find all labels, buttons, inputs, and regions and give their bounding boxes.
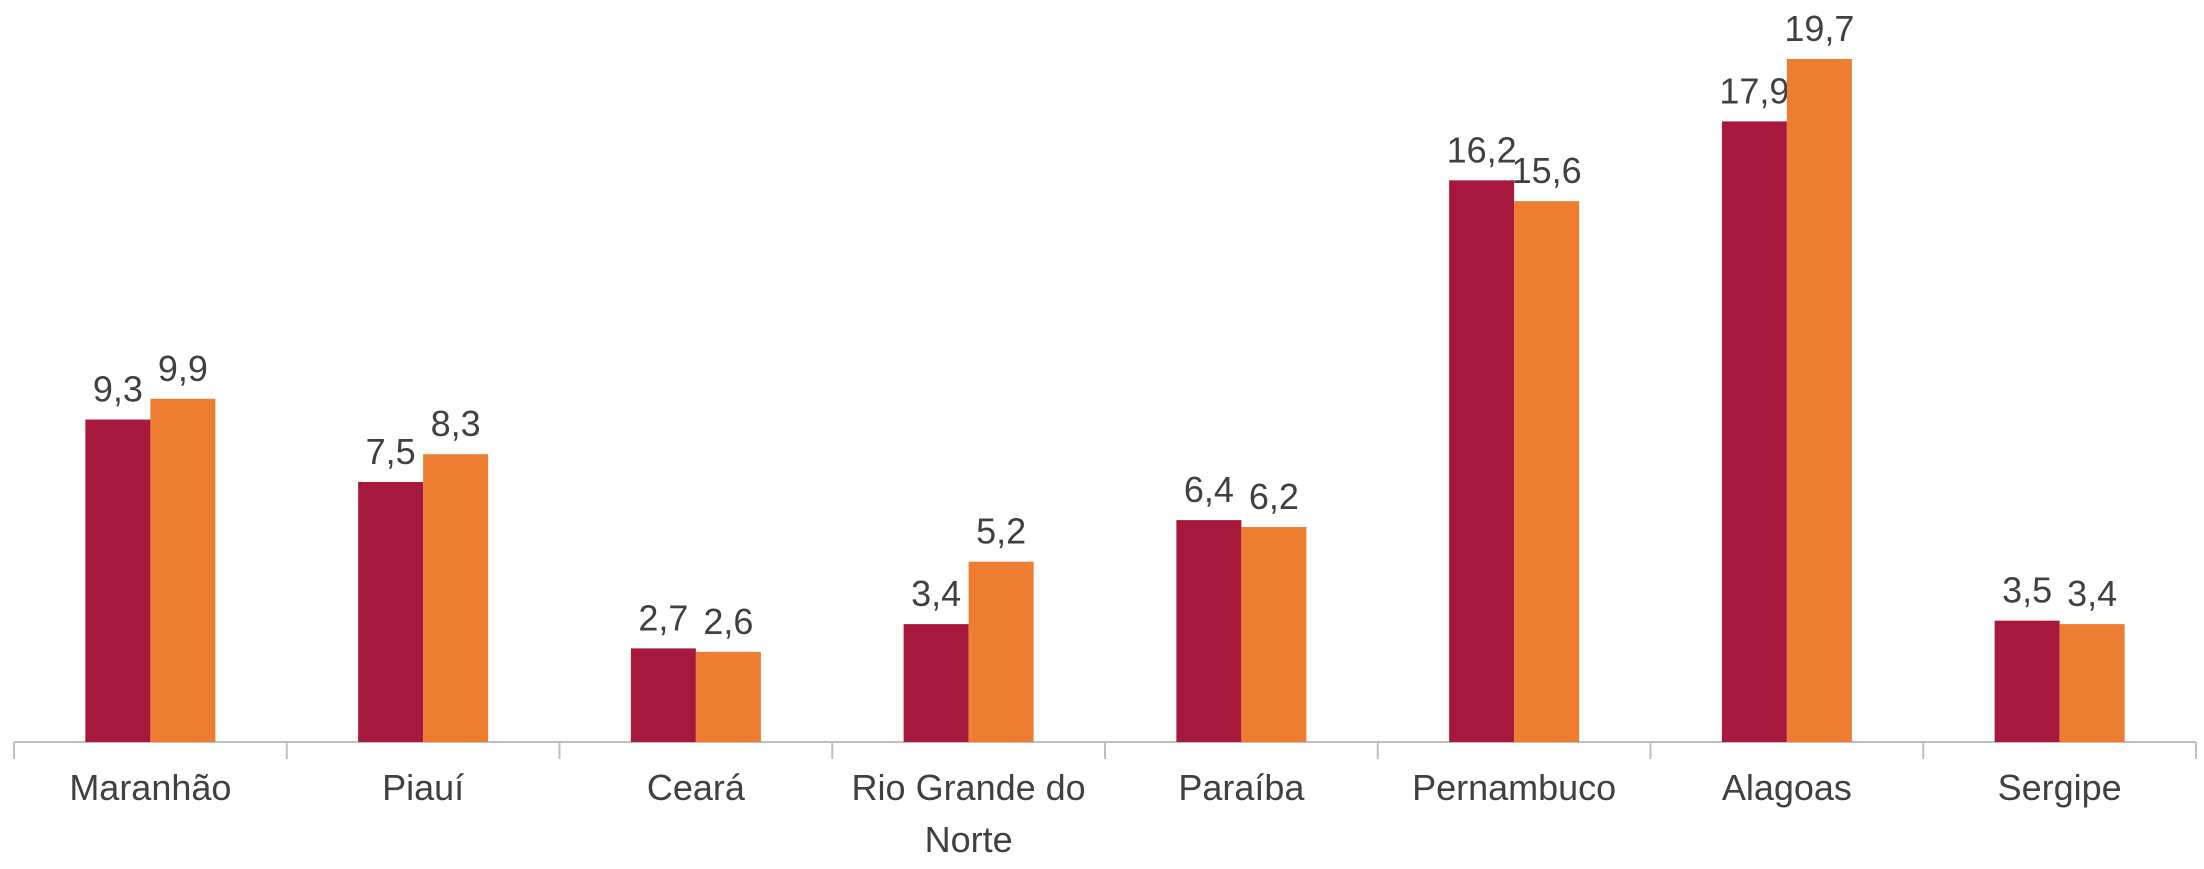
value-label: 19,7 xyxy=(1784,8,1854,49)
x-tick-label: Rio Grande do Norte xyxy=(852,767,1086,860)
value-label: 2,6 xyxy=(703,601,753,642)
bar xyxy=(1449,180,1515,742)
value-label: 8,3 xyxy=(431,403,481,444)
bar xyxy=(423,454,489,742)
bar xyxy=(1994,620,2060,742)
x-tick-label: Paraíba xyxy=(1178,767,1305,808)
x-tick-label: Alagoas xyxy=(1722,767,1852,808)
bar xyxy=(1176,520,1242,742)
bar xyxy=(2059,624,2125,742)
value-label: 3,4 xyxy=(911,573,961,614)
x-tick-label: Sergipe xyxy=(1998,767,2122,808)
bar xyxy=(903,624,969,742)
x-tick-label: Ceará xyxy=(647,767,746,808)
value-label: 5,2 xyxy=(976,511,1026,552)
bar xyxy=(150,398,216,742)
bar xyxy=(85,419,151,742)
bar xyxy=(695,651,761,742)
value-label: 7,5 xyxy=(366,431,416,472)
value-label: 2,7 xyxy=(638,597,688,638)
value-label: 17,9 xyxy=(1719,70,1789,111)
bar xyxy=(1721,121,1787,743)
bar xyxy=(630,648,696,742)
value-label: 3,5 xyxy=(2002,570,2052,611)
bar xyxy=(1514,201,1580,742)
value-label: 6,4 xyxy=(1184,469,1234,510)
bar xyxy=(968,561,1034,742)
x-tick-label: Maranhão xyxy=(69,767,231,808)
x-tick-label: Piauí xyxy=(382,767,464,808)
value-label: 16,2 xyxy=(1447,129,1517,170)
value-label: 9,3 xyxy=(93,369,143,410)
bar xyxy=(1786,59,1852,742)
x-tick-label: Pernambuco xyxy=(1412,767,1616,808)
value-label: 3,4 xyxy=(2067,573,2117,614)
value-label: 6,2 xyxy=(1249,476,1299,517)
bar xyxy=(1241,527,1307,742)
value-label: 9,9 xyxy=(158,348,208,389)
bar xyxy=(358,481,424,742)
value-label: 15,6 xyxy=(1512,150,1582,191)
